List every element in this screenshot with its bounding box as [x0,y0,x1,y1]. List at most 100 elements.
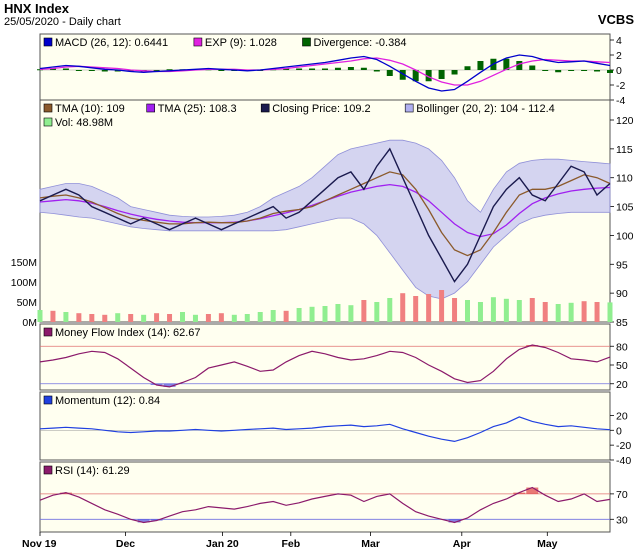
volume-bar [529,298,535,322]
divergence-bar [283,68,290,70]
volume-bar [63,312,69,322]
divergence-bar [594,70,601,72]
divergence-bar [438,70,445,79]
legend-label-macd-0: MACD (26, 12): 0.6441 [55,37,168,49]
volume-bar [296,308,302,322]
xtick-label-4: Mar [361,538,380,550]
divergence-bar [114,70,121,72]
rsi-line [39,486,611,524]
brand-logo: VCBS [597,12,634,27]
divergence-bar [555,70,562,73]
xtick-label-5: Apr [453,538,471,550]
vol-tick-1: 100M [11,277,37,289]
ytick-label-mfi-0: 80 [616,341,628,353]
volume-bar [89,314,95,322]
legend-label-macd-2: Divergence: -0.384 [314,37,407,49]
divergence-bar [166,69,173,71]
volume-bar [270,310,276,322]
ytick-label-rsi-1: 30 [616,514,628,526]
volume-bar [426,294,432,322]
rsi-oversold-fill [150,519,163,521]
volume-bar [452,298,458,322]
legend-label-momentum-0: Momentum (12): 0.84 [55,395,160,407]
xtick-label-0: Nov 19 [22,538,57,550]
volume-bar [374,302,380,322]
rsi-oversold-fill [137,519,150,523]
ytick-label-macd-2: 0 [616,65,622,77]
rsi-overbought-fill [59,492,72,494]
divergence-bar [309,68,316,70]
volume-bar [244,314,250,322]
momentum-line [39,416,611,443]
vol-tick-2: 50M [17,297,37,309]
ytick-label-mfi-1: 50 [616,360,628,372]
volume-bar [180,312,185,322]
ytick-label-macd-3: -2 [616,80,625,92]
legend-label-price-3: Bollinger (20, 2): 104 - 112.4 [416,103,555,115]
volume-bar [283,310,289,322]
ytick-label-price-1: 115 [616,144,633,156]
legend-label-price-2: Closing Price: 109.2 [272,103,370,115]
exp-line [39,57,611,86]
ytick-label-macd-1: 2 [616,50,622,62]
ytick-label-macd-0: 4 [616,35,622,47]
volume-bar [581,301,587,322]
divergence-bar [88,70,95,71]
legend-swatch-momentum-0 [43,395,53,405]
ytick-label-price-4: 100 [616,230,634,242]
ytick-label-momentum-0: 20 [616,410,628,422]
ytick-label-price-7: 85 [616,317,628,329]
legend-swatch-price-1 [146,103,155,113]
divergence-bar [347,67,354,70]
legend-swatch-macd-1 [193,37,203,47]
volume-bar [555,304,561,322]
volume-bar [439,290,445,322]
ytick-label-momentum-1: 0 [616,425,622,437]
volume-bar [400,293,406,322]
volume-bar [231,314,237,322]
ytick-label-rsi-0: 70 [616,489,628,501]
divergence-bar [49,68,56,70]
volume-bar [205,314,211,322]
divergence-bar [529,65,536,70]
ytick-label-price-5: 95 [616,259,628,271]
mfi-line [39,344,611,388]
volume-bar [192,314,198,322]
volume-bar [413,296,419,322]
volume-bar [387,298,393,322]
closing-price-line [39,147,611,283]
volume-bar [37,310,43,322]
divergence-bar [477,61,484,70]
volume-bar [607,302,613,322]
volume-bar [503,298,509,322]
tma10-line [39,171,611,257]
vol-tick-3: 0M [22,317,37,329]
xtick-label-6: May [537,538,558,550]
divergence-bar [425,70,432,82]
volume-bar [348,305,354,322]
divergence-bar [542,70,549,71]
divergence-bar [62,68,69,70]
legend-swatch-rsi-0 [43,465,53,475]
volume-bar [154,313,160,322]
legend-swatch-price-3 [404,103,414,113]
divergence-bar [322,68,328,70]
volume-bar [568,302,574,322]
divergence-bar [386,70,393,76]
chart-title: HNX Index [4,1,70,16]
divergence-bar [127,70,134,72]
ytick-label-momentum-2: -20 [616,440,631,452]
ytick-label-momentum-3: -40 [616,455,631,467]
volume-bar [76,313,82,322]
rsi-oversold-fill [448,519,461,523]
divergence-bar [153,70,160,71]
divergence-bar [516,61,523,70]
legend-label-mfi-0: Money Flow Index (14): 62.67 [55,327,201,339]
volume-bar [218,313,224,322]
volume-bar [542,302,548,322]
ytick-label-price-2: 110 [616,173,633,185]
volume-bar [141,314,147,322]
divergence-bar [399,70,406,80]
divergence-bar [412,70,419,82]
